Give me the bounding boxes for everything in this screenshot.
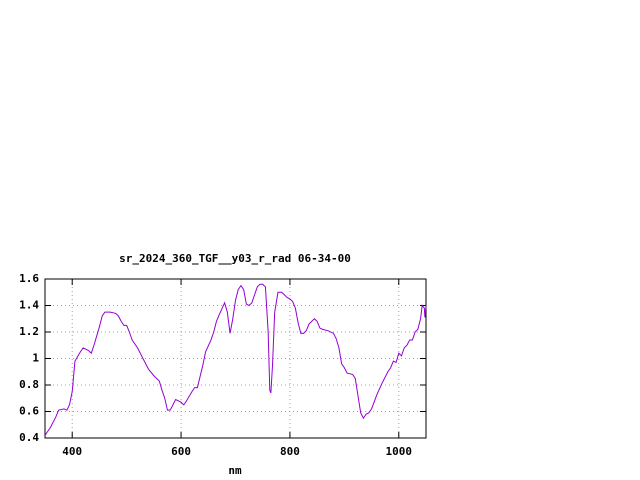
y-tick-label: 0.4 [19, 431, 39, 444]
y-tick-label: 1.4 [19, 299, 39, 312]
y-tick-label: 1 [32, 352, 39, 365]
plot-frame [44, 278, 427, 439]
y-tick-label: 0.8 [19, 378, 39, 391]
data-line [44, 283, 427, 436]
y-tick-label: 1.2 [19, 325, 39, 338]
x-tick-label: 1000 [386, 445, 413, 458]
x-tick-label: 800 [280, 445, 300, 458]
x-axis-label: nm [228, 464, 242, 477]
y-tick-label: 1.6 [19, 272, 39, 285]
x-tick-label: 600 [171, 445, 191, 458]
x-tick-label: 400 [62, 445, 82, 458]
y-tick-label: 0.6 [19, 405, 39, 418]
chart-title: sr_2024_360_TGF__y03_r_rad 06-34-00 [119, 252, 351, 265]
